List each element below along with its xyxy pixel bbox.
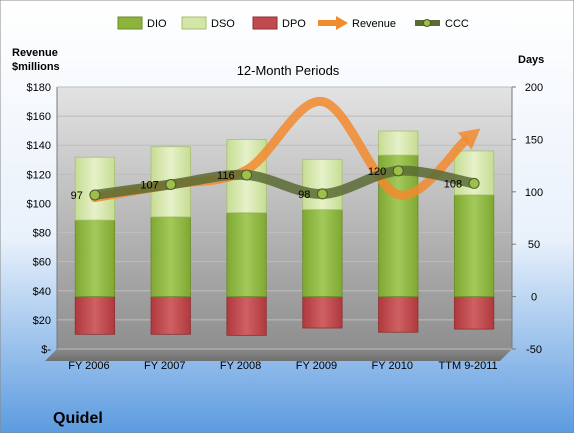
bar-dpo xyxy=(74,296,116,335)
bar-dio xyxy=(302,209,343,297)
bar-dio xyxy=(453,194,495,297)
plot-floor xyxy=(45,349,512,361)
right-tick-label: 150 xyxy=(525,134,543,146)
axes: $- $20 $40 $60 $80 $100 $120 $140 $160 $180 -50 0 50… xyxy=(27,82,544,372)
ccc-marker xyxy=(89,189,101,201)
ccc-data-label: 116 xyxy=(217,170,235,182)
revenue-arrowhead xyxy=(457,128,481,150)
right-tick-label: 0 xyxy=(531,292,537,304)
ccc-data-label: 97 xyxy=(71,190,83,202)
bar-dio xyxy=(226,212,267,297)
legend-label-ccc: CCC xyxy=(445,18,469,30)
ccc-marker xyxy=(392,165,404,177)
bar-dio xyxy=(74,219,116,297)
bar-dso xyxy=(302,158,343,211)
legend-label-dio: DIO xyxy=(147,18,167,30)
ccc-marker xyxy=(468,177,480,189)
right-tick-label: 100 xyxy=(525,187,543,199)
ccc-marker xyxy=(241,169,253,181)
right-tick-label: 50 xyxy=(528,239,540,251)
x-tick-label: FY 2009 xyxy=(296,360,337,372)
left-tick-label: $180 xyxy=(27,82,51,94)
left-tick-label: $40 xyxy=(33,286,51,298)
legend: DIO DSO DPO Revenue CCC xyxy=(117,16,469,30)
left-tick-label: $140 xyxy=(27,140,51,152)
ccc-marker xyxy=(165,178,177,190)
bar-dso xyxy=(378,130,419,156)
x-tick-label: FY 2008 xyxy=(220,360,261,372)
legend-arrowhead-revenue xyxy=(336,16,348,30)
legend-swatch-dio xyxy=(117,16,143,30)
ccc-series: 97 107 116 98 120 108 xyxy=(71,165,480,202)
left-tick-label: $120 xyxy=(27,169,51,181)
bar-dpo xyxy=(302,296,343,329)
bar-dpo xyxy=(453,296,495,330)
left-tick-label: $80 xyxy=(33,228,51,240)
bar-dio xyxy=(150,216,191,297)
left-tick-label: $160 xyxy=(27,111,51,123)
legend-swatch-dso xyxy=(181,16,207,30)
bar-dpo xyxy=(226,296,267,336)
left-tick-label: $100 xyxy=(27,198,51,210)
left-tick-label: $60 xyxy=(33,257,51,269)
legend-label-revenue: Revenue xyxy=(352,18,396,30)
left-tick-label: $- xyxy=(41,344,51,356)
x-tick-label: TTM 9-2011 xyxy=(439,360,498,372)
ccc-data-label: 107 xyxy=(140,179,158,191)
ccc-data-label: 98 xyxy=(298,189,310,201)
gridlines xyxy=(57,86,512,350)
company-name: Quidel xyxy=(53,410,103,427)
ccc-data-label: 120 xyxy=(368,166,386,178)
x-tick-label: FY 2006 xyxy=(68,360,109,372)
legend-swatch-dpo xyxy=(252,16,278,30)
legend-label-dso: DSO xyxy=(211,18,235,30)
x-tick-label: FY 2007 xyxy=(144,360,185,372)
ccc-data-label: 108 xyxy=(444,178,462,190)
x-tick-label: FY 2010 xyxy=(372,360,413,372)
legend-label-dpo: DPO xyxy=(282,18,306,30)
ccc-marker xyxy=(316,188,328,200)
right-tick-label: 200 xyxy=(525,82,543,94)
bar-dpo xyxy=(150,296,191,335)
chart-title: 12-Month Periods xyxy=(237,63,340,78)
left-axis-label-line2: $millions xyxy=(12,61,60,73)
bar-dpo xyxy=(378,296,419,333)
right-tick-label: -50 xyxy=(526,344,542,356)
legend-marker-ccc xyxy=(423,19,431,27)
left-tick-label: $20 xyxy=(33,315,51,327)
right-axis-label: Days xyxy=(518,54,544,66)
left-axis-label-line1: Revenue xyxy=(12,47,58,59)
